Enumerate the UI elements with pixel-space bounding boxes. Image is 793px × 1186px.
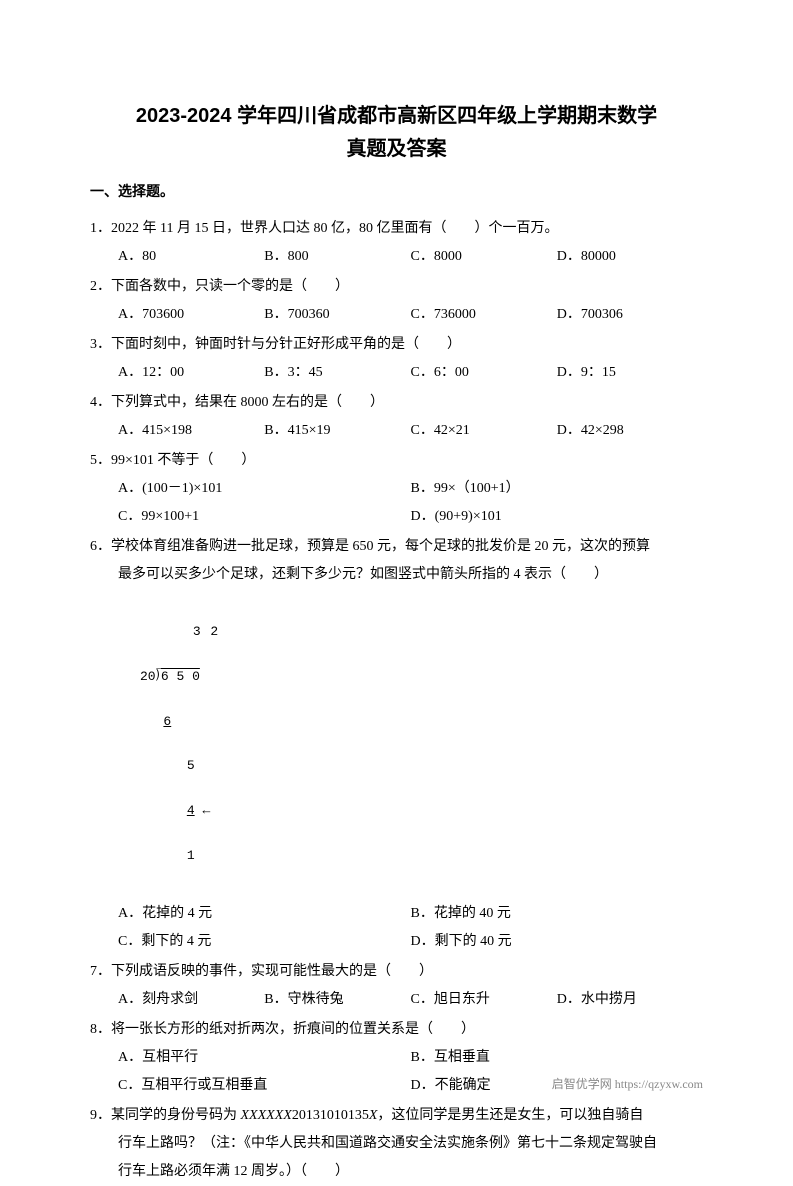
question-7: 7．下列成语反映的事件，实现可能性最大的是（ ） A．刻舟求剑 B．守株待兔 C… <box>90 958 703 1014</box>
q7-opt-c: C．旭日东升 <box>411 986 557 1014</box>
q2-opt-a: A．703600 <box>118 301 264 329</box>
div-step2: 5 <box>187 758 195 773</box>
question-5: 5．99×101 不等于（ ） A．(100－1)×101 B．99×（100+… <box>90 447 703 531</box>
div-step3: 4 <box>187 803 195 818</box>
div-dividend: 6 5 0 <box>161 669 200 684</box>
q8-opt-c: C．互相平行或互相垂直 <box>118 1072 411 1100</box>
q8-text: 将一张长方形的纸对折两次，折痕间的位置关系是（ ） <box>111 1022 475 1037</box>
section-heading: 一、选择题。 <box>90 181 703 201</box>
q6-text-cont: 最多可以买多少个足球，还剩下多少元？如图竖式中箭头所指的 4 表示（ ） <box>90 561 703 589</box>
q2-num: 2． <box>90 279 111 294</box>
div-divisor: 20 <box>140 669 156 684</box>
title-line1: 2023-2024 学年四川省成都市高新区四年级上学期期末数学 <box>90 100 703 132</box>
div-quotient: 3 2 <box>193 624 219 639</box>
q9-text-p1: XXXXXX <box>241 1108 292 1123</box>
q5-opt-b: B．99×（100+1） <box>411 475 704 503</box>
q5-options: A．(100－1)×101 B．99×（100+1） C．99×100+1 D．… <box>90 475 703 531</box>
div-remainder: 1 <box>187 848 195 863</box>
q6-opt-b: B．花掉的 40 元 <box>411 900 704 928</box>
q7-opt-b: B．守株待兔 <box>264 986 410 1014</box>
q2-opt-b: B．700360 <box>264 301 410 329</box>
q6-opt-a: A．花掉的 4 元 <box>118 900 411 928</box>
q3-opt-d: D．9：15 <box>557 359 703 387</box>
q4-opt-b: B．415×19 <box>264 417 410 445</box>
q1-options: A．80 B．800 C．8000 D．80000 <box>90 243 703 271</box>
q1-opt-c: C．8000 <box>411 243 557 271</box>
arrow-icon: ← <box>202 804 210 819</box>
q9-text-p2: 20131010135 <box>292 1108 369 1123</box>
q2-text: 下面各数中，只读一个零的是（ ） <box>111 279 349 294</box>
q1-text: 2022 年 11 月 15 日，世界人口达 80 亿，80 亿里面有（ ）个一… <box>111 221 558 236</box>
q3-opt-c: C．6：00 <box>411 359 557 387</box>
q1-opt-b: B．800 <box>264 243 410 271</box>
q7-opt-d: D．水中捞月 <box>557 986 703 1014</box>
q4-opt-a: A．415×198 <box>118 417 264 445</box>
question-9: 9．某同学的身份号码为 XXXXXX20131010135X，这位同学是男生还是… <box>90 1102 703 1186</box>
title-line2: 真题及答案 <box>90 132 703 161</box>
q8-opt-a: A．互相平行 <box>118 1044 411 1072</box>
q5-opt-a: A．(100－1)×101 <box>118 475 411 503</box>
q9-text-cont2: 行车上路必须年满 12 周岁。）（ ） <box>90 1158 703 1186</box>
q8-opt-b: B．互相垂直 <box>411 1044 704 1072</box>
q3-opt-a: A．12：00 <box>118 359 264 387</box>
q7-num: 7． <box>90 964 111 979</box>
q7-options: A．刻舟求剑 B．守株待兔 C．旭日东升 D．水中捞月 <box>90 986 703 1014</box>
q3-opt-b: B．3：45 <box>264 359 410 387</box>
q3-text: 下面时刻中，钟面时针与分针正好形成平角的是（ ） <box>111 337 461 352</box>
question-6: 6．学校体育组准备购进一批足球，预算是 650 元，每个足球的批发价是 20 元… <box>90 533 703 956</box>
footer-text: 启智优学网 https://qzyxw.com <box>552 1075 703 1092</box>
q6-options: A．花掉的 4 元 B．花掉的 40 元 C．剩下的 4 元 D．剩下的 40 … <box>90 900 703 956</box>
q7-text: 下列成语反映的事件，实现可能性最大的是（ ） <box>111 964 433 979</box>
q2-opt-d: D．700306 <box>557 301 703 329</box>
q2-opt-c: C．736000 <box>411 301 557 329</box>
question-2: 2．下面各数中，只读一个零的是（ ） A．703600 B．700360 C．7… <box>90 273 703 329</box>
q6-opt-c: C．剩下的 4 元 <box>118 928 411 956</box>
div-step1: 6 <box>163 714 171 729</box>
q4-opt-c: C．42×21 <box>411 417 557 445</box>
q4-text: 下列算式中，结果在 8000 左右的是（ ） <box>111 395 384 410</box>
q9-num: 9． <box>90 1108 111 1123</box>
q1-opt-a: A．80 <box>118 243 264 271</box>
q3-options: A．12：00 B．3：45 C．6：00 D．9：15 <box>90 359 703 387</box>
q5-num: 5． <box>90 453 111 468</box>
q5-text: 99×101 不等于（ ） <box>111 453 255 468</box>
q5-opt-c: C．99×100+1 <box>118 503 411 531</box>
question-4: 4．下列算式中，结果在 8000 左右的是（ ） A．415×198 B．415… <box>90 389 703 445</box>
q4-num: 4． <box>90 395 111 410</box>
q5-opt-d: D．(90+9)×101 <box>411 503 704 531</box>
q2-options: A．703600 B．700360 C．736000 D．700306 <box>90 301 703 329</box>
q9-text-p0: 某同学的身份号码为 <box>111 1108 241 1123</box>
question-1: 1．2022 年 11 月 15 日，世界人口达 80 亿，80 亿里面有（ ）… <box>90 215 703 271</box>
q4-options: A．415×198 B．415×19 C．42×21 D．42×298 <box>90 417 703 445</box>
q6-opt-d: D．剩下的 40 元 <box>411 928 704 956</box>
q6-num: 6． <box>90 539 111 554</box>
q4-opt-d: D．42×298 <box>557 417 703 445</box>
q7-opt-a: A．刻舟求剑 <box>118 986 264 1014</box>
q1-opt-d: D．80000 <box>557 243 703 271</box>
q6-text: 学校体育组准备购进一批足球，预算是 650 元，每个足球的批发价是 20 元，这… <box>111 539 650 554</box>
long-division-figure: 3 2 20⟌6 5 0 6 5 4 ← 1 <box>140 595 703 894</box>
q9-text-cont: 行车上路吗？（注：《中华人民共和国道路交通安全法实施条例》第七十二条规定驾驶自 <box>90 1130 703 1158</box>
q9-text-p4: ，这位同学是男生还是女生，可以独自骑自 <box>377 1108 643 1123</box>
q1-num: 1． <box>90 221 111 236</box>
q3-num: 3． <box>90 337 111 352</box>
q8-num: 8． <box>90 1022 111 1037</box>
question-3: 3．下面时刻中，钟面时针与分针正好形成平角的是（ ） A．12：00 B．3：4… <box>90 331 703 387</box>
